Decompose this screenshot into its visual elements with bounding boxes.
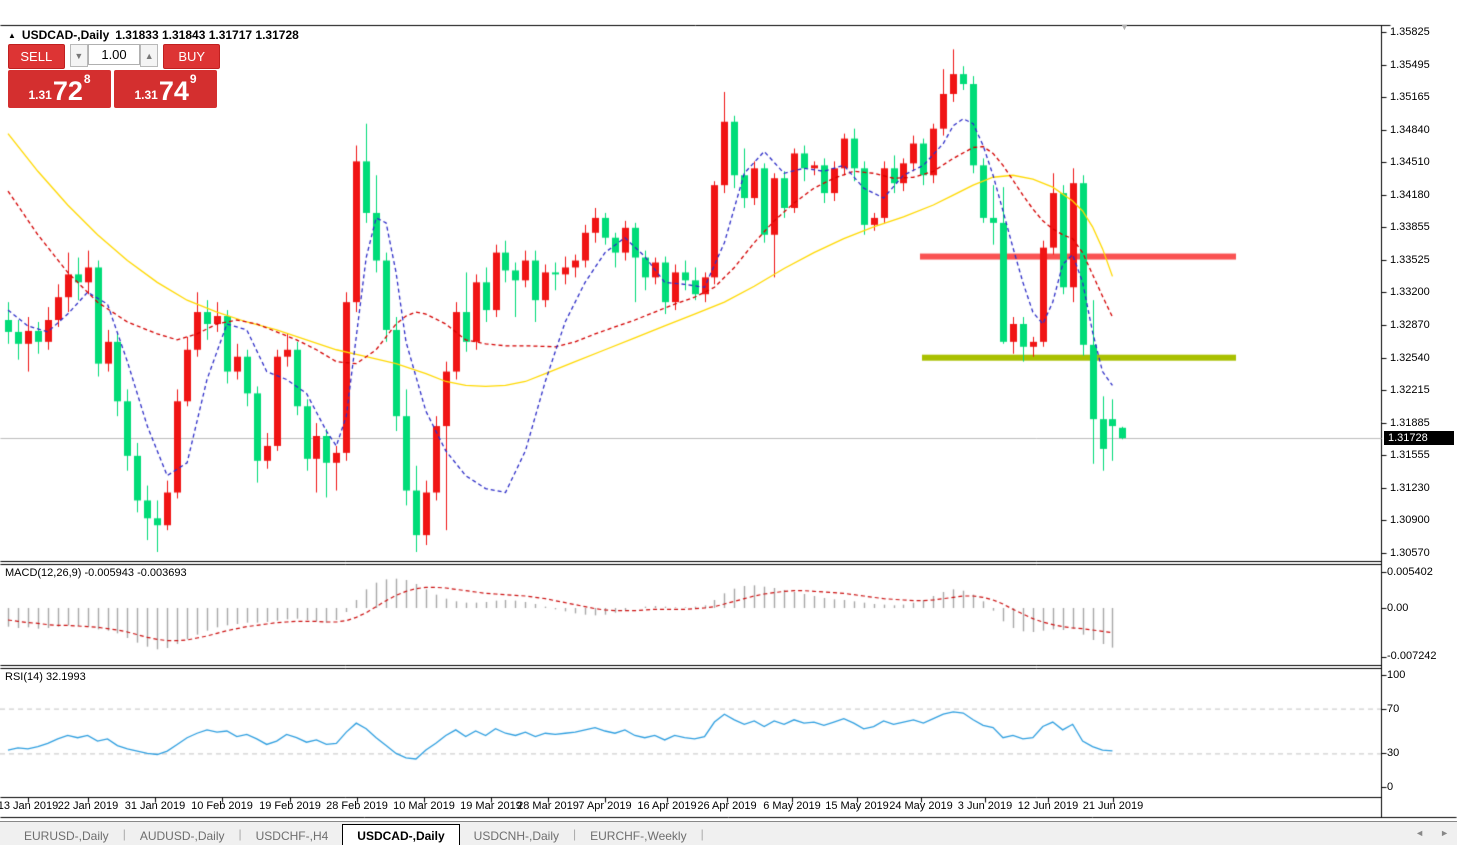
rsi-scale-0: 0 [1387,781,1394,793]
tab-separator: | [700,827,704,841]
date-tick: 19 Mar 2019 [460,800,522,812]
buy-button[interactable]: BUY [163,44,220,69]
macd-scale-bottom: -0.007242 [1387,650,1437,662]
tab-separator: | [238,827,242,841]
rsi-scale-30: 30 [1387,747,1400,759]
chart-ohlc-values: 1.31833 1.31843 1.31717 1.31728 [115,28,299,42]
tab-eurchf-weekly[interactable]: EURCHF-,Weekly [590,829,687,843]
buy-price-pip: 9 [189,72,197,86]
price-tick: 1.33855 [1390,221,1430,233]
rsi-scale-70: 70 [1387,703,1400,715]
rsi-scale-100: 100 [1387,669,1406,681]
tab-separator: | [573,827,577,841]
date-tick: 10 Mar 2019 [393,800,455,812]
date-tick: 31 Jan 2019 [124,800,186,812]
price-tick: 1.32215 [1390,384,1430,396]
chart-tab-bar: EURUSD-,Daily | AUDUSD-,Daily | USDCHF-,… [0,821,1457,845]
one-click-trading-panel: SELL ▼ ▲ BUY 1.31 72 8 1.31 74 9 [8,44,220,108]
volume-decrease-button[interactable]: ▼ [69,44,88,67]
price-tick: 1.32870 [1390,319,1430,331]
date-tick: 22 Jan 2019 [57,800,119,812]
price-tick: 1.35165 [1390,91,1430,103]
collapse-panel-icon[interactable]: ▲ [8,30,16,40]
buy-price-big: 74 [158,76,189,106]
date-tick: 13 Jan 2019 [0,800,59,812]
price-tick: 1.33525 [1390,254,1430,266]
date-tick: 6 May 2019 [763,800,821,812]
price-tick: 1.32540 [1390,352,1430,364]
price-tick: 1.34180 [1390,189,1430,201]
date-tick: 28 Mar 2019 [517,800,579,812]
tab-usdcnh-daily[interactable]: USDCNH-,Daily [473,829,559,843]
price-tick: 1.30570 [1390,547,1430,559]
chart-symbol-label: USDCAD-,Daily [21,28,110,42]
tab-scroll-left-icon[interactable]: ◄ [1415,828,1425,838]
rsi-label: RSI(14) 32.1993 [5,671,86,683]
tab-audusd-daily[interactable]: AUDUSD-,Daily [139,829,225,843]
price-tick: 1.35495 [1390,59,1430,71]
buy-price-box[interactable]: 1.31 74 9 [114,70,217,108]
tab-scroll-right-icon[interactable]: ► [1440,828,1449,838]
date-tick: 19 Feb 2019 [259,800,321,812]
tab-separator: | [122,827,126,841]
price-tick: 1.30900 [1390,514,1430,526]
tab-eurusd-daily[interactable]: EURUSD-,Daily [24,829,109,843]
buy-price-prefix: 1.31 [134,88,158,102]
date-tick: 12 Jun 2019 [1017,800,1079,812]
current-price-badge: 1.31728 [1384,431,1454,445]
macd-label: MACD(12,26,9) -0.005943 -0.003693 [5,567,187,579]
price-tick: 1.31230 [1390,482,1430,494]
date-tick: 10 Feb 2019 [191,800,253,812]
macd-scale-top: 0.005402 [1387,566,1433,578]
date-tick: 28 Feb 2019 [326,800,388,812]
date-tick: 3 Jun 2019 [957,800,1013,812]
price-tick: 1.31885 [1390,417,1430,429]
tab-usdchf-h4[interactable]: USDCHF-,H4 [255,829,329,843]
date-tick: 24 May 2019 [889,800,953,812]
sell-price-big: 72 [52,76,83,106]
date-tick: 16 Apr 2019 [637,800,697,812]
price-tick: 1.34840 [1390,124,1430,136]
sell-price-box[interactable]: 1.31 72 8 [8,70,111,108]
date-tick: 7 Apr 2019 [578,800,632,812]
sell-button[interactable]: SELL [8,44,65,69]
volume-increase-button[interactable]: ▲ [140,44,159,67]
price-tick: 1.34510 [1390,156,1430,168]
chart-collapse-icon[interactable]: ▼ [1120,22,1129,32]
chart-title: ▲ USDCAD-,Daily 1.31833 1.31843 1.31717 … [8,28,299,42]
macd-scale-zero: 0.00 [1387,602,1409,614]
price-tick: 1.31555 [1390,449,1430,461]
date-tick: 15 May 2019 [825,800,889,812]
date-tick: 21 Jun 2019 [1082,800,1144,812]
volume-input[interactable] [88,44,140,65]
sell-price-pip: 8 [83,72,91,86]
price-tick: 1.33200 [1390,286,1430,298]
sell-price-prefix: 1.31 [28,88,52,102]
price-tick: 1.35825 [1390,26,1430,38]
date-tick: 26 Apr 2019 [697,800,757,812]
tab-usdcad-daily[interactable]: USDCAD-,Daily [342,824,460,845]
